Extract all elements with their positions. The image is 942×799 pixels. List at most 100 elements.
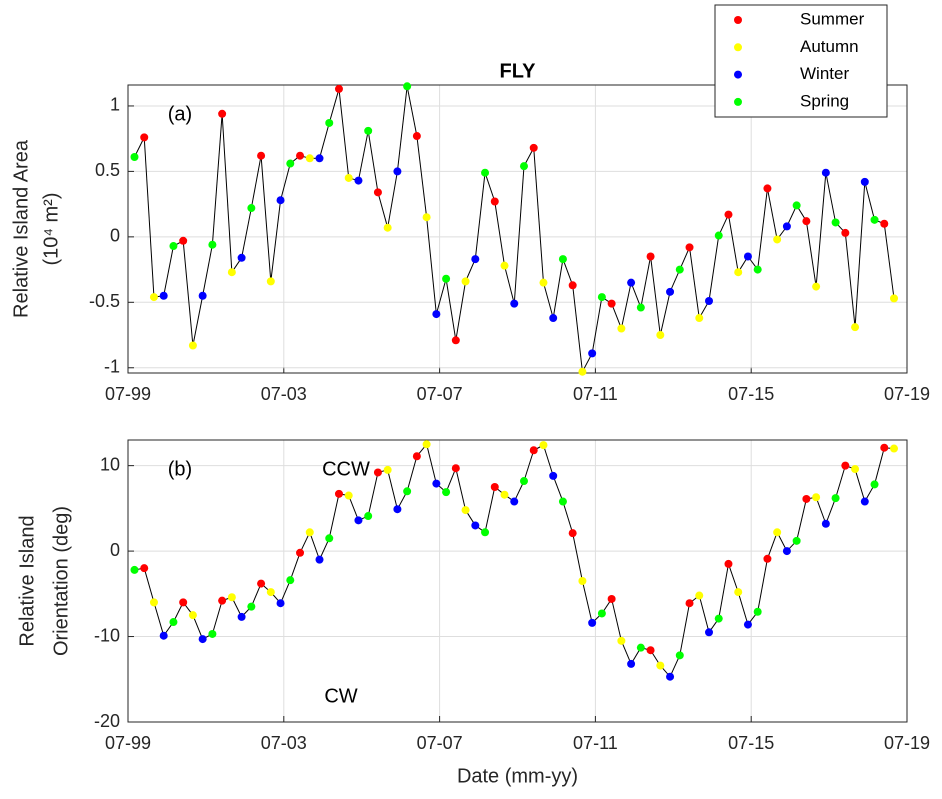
marker (188, 341, 197, 350)
marker (490, 197, 499, 206)
connector (426, 444, 437, 484)
marker (831, 494, 840, 503)
marker (227, 593, 236, 602)
marker (734, 588, 743, 597)
marker (422, 440, 431, 449)
marker (870, 480, 879, 489)
plot-frame (127, 84, 908, 374)
x-tick-label: 07-15 (728, 384, 774, 404)
marker (724, 559, 733, 568)
connector (280, 579, 291, 604)
marker (305, 528, 314, 537)
marker (821, 519, 830, 528)
marker (432, 479, 441, 488)
connector (328, 88, 340, 124)
connector (504, 265, 515, 304)
legend-box (714, 4, 888, 118)
x-tick-label: 07-07 (417, 384, 463, 404)
legend-label: Spring (800, 91, 849, 110)
marker (344, 491, 353, 500)
marker (890, 444, 899, 453)
y-axis-label: Relative Island (16, 515, 38, 646)
legend-marker (734, 97, 742, 106)
marker (685, 599, 694, 608)
marker (364, 512, 373, 521)
connector (406, 456, 418, 492)
connector (416, 135, 428, 218)
marker (218, 596, 227, 605)
annotation: (a) (168, 103, 192, 125)
connector (640, 256, 652, 308)
marker (373, 188, 382, 197)
connector (552, 259, 564, 319)
y-tick-label: 0 (110, 226, 120, 246)
connector (192, 614, 204, 640)
marker (373, 468, 382, 477)
connector (241, 207, 252, 258)
connector (406, 86, 418, 137)
marker (539, 441, 548, 450)
marker (481, 168, 490, 177)
marker (705, 297, 714, 305)
marker (568, 529, 577, 538)
marker (461, 277, 470, 286)
marker (354, 516, 363, 525)
marker (451, 464, 460, 473)
marker (792, 201, 801, 210)
connector (620, 640, 632, 665)
connector (221, 113, 233, 273)
marker (344, 173, 353, 182)
marker (646, 252, 655, 261)
marker (558, 255, 567, 264)
connector (669, 269, 681, 293)
marker (831, 218, 840, 227)
marker (578, 577, 587, 585)
marker (432, 310, 441, 319)
x-axis-label: Date (mm-yy) (457, 765, 578, 787)
marker (743, 252, 752, 261)
connector (620, 282, 632, 329)
marker (636, 643, 645, 652)
marker (218, 109, 227, 118)
marker (782, 222, 791, 231)
marker (588, 618, 597, 627)
connector (542, 444, 554, 477)
marker (782, 547, 791, 556)
marker (334, 84, 343, 93)
marker (140, 133, 149, 142)
connector (698, 595, 710, 633)
connector (396, 86, 408, 172)
connector (143, 568, 155, 603)
marker (685, 243, 694, 252)
marker (617, 324, 626, 333)
marker (188, 611, 197, 620)
marker (276, 599, 285, 608)
marker (305, 154, 314, 163)
marker (607, 299, 616, 308)
marker (666, 672, 675, 681)
marker (860, 177, 869, 186)
connector (542, 282, 554, 319)
marker (149, 598, 158, 607)
connector (484, 486, 496, 533)
marker (763, 184, 772, 193)
marker (237, 253, 246, 262)
marker (529, 446, 538, 455)
y-tick-label: -20 (94, 711, 120, 731)
connector (250, 155, 262, 209)
connector (650, 256, 661, 336)
marker (354, 176, 363, 185)
marker (286, 576, 295, 585)
connector (679, 247, 690, 270)
connector (572, 285, 583, 372)
y-tick-label: 0.5 (95, 160, 120, 180)
marker (627, 659, 636, 668)
connector (426, 217, 437, 315)
marker (393, 505, 402, 514)
marker (714, 231, 723, 240)
marker (802, 217, 811, 226)
marker (149, 293, 158, 302)
marker (500, 261, 509, 270)
connector (445, 468, 457, 493)
y-axis-label: Relative Island Area (10, 139, 32, 318)
